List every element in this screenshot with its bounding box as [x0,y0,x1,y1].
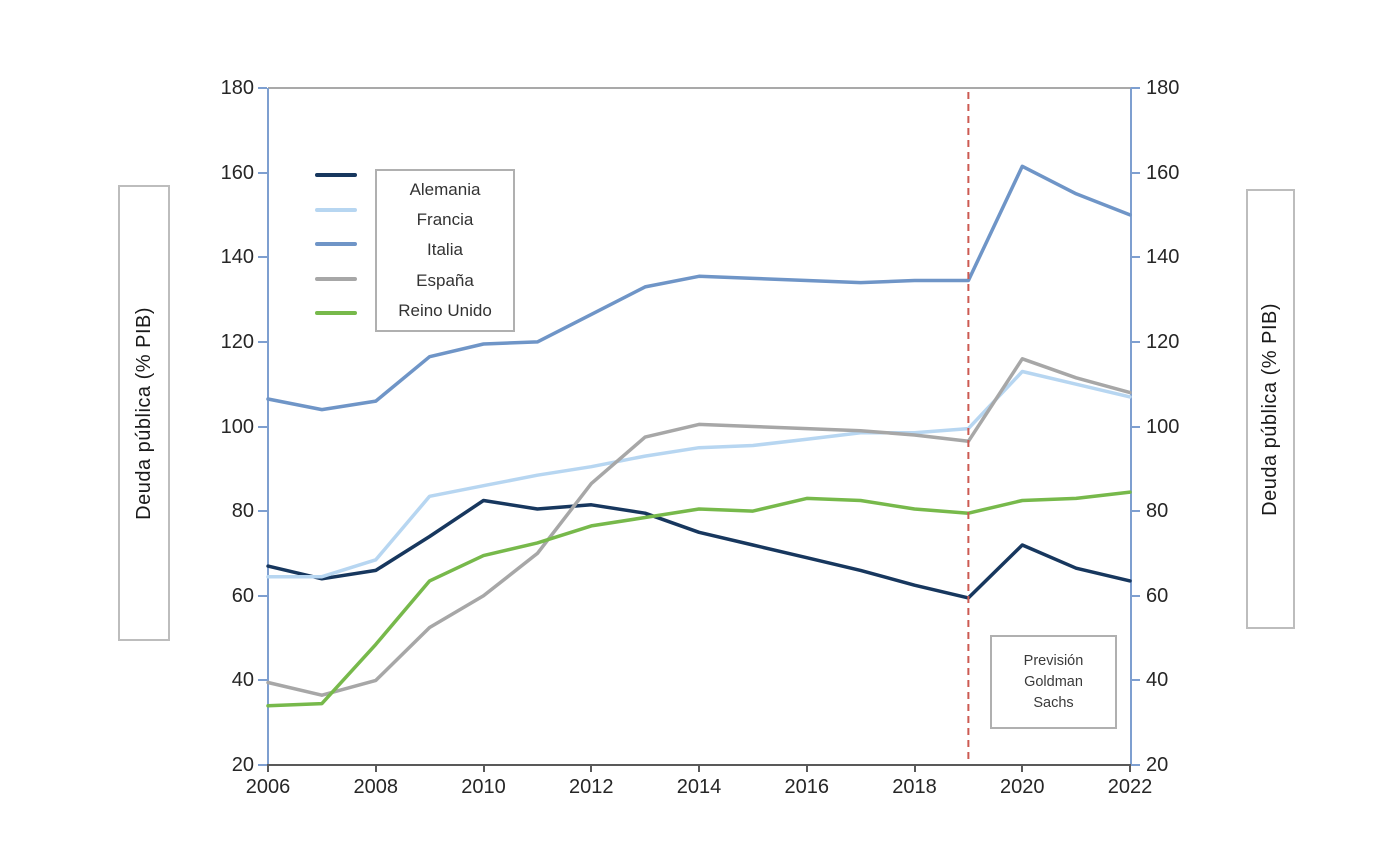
left-axis-title: Deuda pública (% PIB) [132,306,155,520]
x-tick-label: 2008 [353,776,399,798]
y-tick-left [258,87,267,89]
x-tick [1021,766,1024,772]
y-tick-label-left: 180 [220,77,254,99]
series-line-francia [266,369,1132,579]
y-tick-label-right: 100 [1146,415,1180,438]
x-tick [698,766,700,772]
x-tick [374,766,377,772]
y-tick-label-right: 20 [1146,754,1169,776]
y-tick-label-right: 140 [1146,246,1180,269]
x-tick-label: 2016 [784,776,830,798]
left-axis-title-box: Deuda pública (% PIB) [118,185,170,641]
y-tick-left [258,171,267,174]
forecast-annotation-box: Previsión Goldman Sachs [990,635,1117,729]
y-tick-left [258,594,267,597]
x-tick [1129,766,1131,772]
forecast-annotation-line2: Goldman [1024,673,1083,690]
x-tick-label: 2020 [1000,776,1045,798]
x-tick-label: 2010 [461,776,506,798]
y-tick-right [1131,764,1140,766]
legend-swatch-alemania [315,173,357,177]
x-tick-label: 2014 [676,776,722,798]
y-tick-label-right: 60 [1146,584,1169,607]
legend-label-espana: España [416,270,474,290]
y-tick-left [258,764,267,766]
y-tick-label-right: 180 [1146,77,1180,99]
y-axis-left [267,88,269,765]
y-tick-label-right: 160 [1146,161,1180,184]
plot-top-border [268,87,1131,89]
y-tick-label-right: 80 [1146,500,1169,523]
y-tick-right [1131,87,1140,89]
forecast-annotation-line3: Sachs [1033,694,1074,711]
legend-label-reino-unido: Reino Unido [398,300,492,320]
legend-label-italia: Italia [427,240,463,260]
legend-swatch-españa [315,276,357,281]
y-tick-right [1131,425,1140,428]
legend-label-alemania: Alemania [409,180,481,200]
y-tick-label-left: 160 [220,161,254,184]
x-tick [267,766,269,772]
y-tick-right [1131,510,1140,513]
y-tick-label-left: 80 [231,500,254,523]
line-chart-plot-area [266,92,1132,763]
x-tick-label: 2012 [569,776,614,798]
x-axis [264,764,1135,766]
x-tick [805,766,808,772]
y-tick-label-left: 100 [220,415,254,438]
forecast-annotation-line1: Previsión [1023,652,1084,669]
y-tick-left [258,679,267,682]
x-tick-label: 2018 [892,776,937,798]
y-tick-label-left: 40 [231,669,254,692]
series-line-alemania [266,498,1132,600]
y-tick-label-left: 140 [220,246,254,269]
y-tick-left [258,425,267,428]
y-tick-left [258,256,267,259]
y-tick-right [1131,171,1140,174]
series-line-españa [266,357,1132,697]
y-tick-left [258,340,267,343]
x-tick-label: 2006 [245,776,291,798]
legend-swatch-francia [315,207,357,212]
y-tick-left [258,510,267,513]
right-axis-title-box: Deuda pública (% PIB) [1246,189,1295,629]
x-tick [590,766,593,772]
legend-swatch-italia [315,242,357,246]
y-tick-right [1131,340,1140,343]
y-tick-label-right: 120 [1146,330,1180,353]
legend-swatch-reino-unido [315,311,357,315]
right-axis-title: Deuda pública (% PIB) [1259,302,1281,516]
x-tick [482,766,485,772]
y-tick-label-left: 20 [231,754,254,776]
legend-label-francia: Francia [416,210,474,230]
y-tick-right [1131,679,1140,682]
x-tick-label: 2022 [1107,776,1153,798]
y-tick-label-right: 40 [1146,669,1169,692]
y-tick-label-left: 120 [220,330,254,353]
series-line-italia [266,164,1132,412]
y-tick-right [1131,256,1140,259]
legend: Alemania Francia Italia España Reino Uni… [375,169,515,332]
series-line-reino-unido [266,490,1132,708]
x-tick [913,766,916,772]
y-tick-label-left: 60 [231,584,254,607]
y-tick-right [1131,594,1140,597]
